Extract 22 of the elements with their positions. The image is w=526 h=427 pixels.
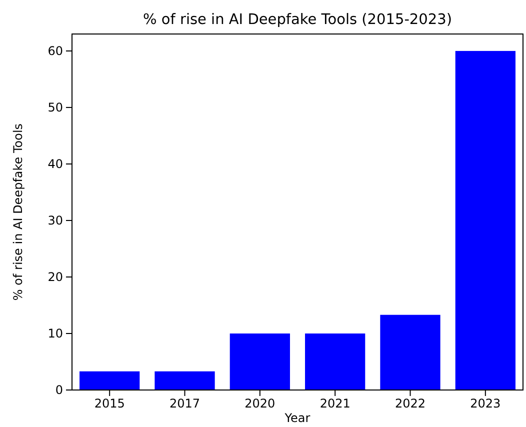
bar <box>230 333 290 390</box>
x-tick-label: 2023 <box>470 396 501 411</box>
x-tick-label: 2015 <box>94 396 125 411</box>
x-tick-label: 2022 <box>394 396 426 411</box>
bar <box>154 371 215 390</box>
y-tick-label: 0 <box>55 382 63 397</box>
y-axis-title: % of rise in AI Deepfake Tools <box>11 123 25 301</box>
chart-title: % of rise in AI Deepfake Tools (2015-2023) <box>143 12 452 28</box>
x-axis-title: Year <box>284 411 310 425</box>
bar <box>80 371 140 390</box>
y-tick-label: 40 <box>48 156 63 171</box>
x-tick-label: 2017 <box>169 396 200 411</box>
bar <box>455 50 516 390</box>
y-tick-label: 30 <box>48 213 63 228</box>
y-tick-label: 50 <box>48 100 63 114</box>
bar <box>380 314 440 390</box>
x-tick-label: 2020 <box>244 396 276 411</box>
y-tick-label: 60 <box>48 44 63 58</box>
y-tick-label: 20 <box>48 270 63 284</box>
x-tick-label: 2021 <box>320 396 350 411</box>
bar <box>305 333 366 390</box>
y-tick-label: 10 <box>48 326 63 340</box>
